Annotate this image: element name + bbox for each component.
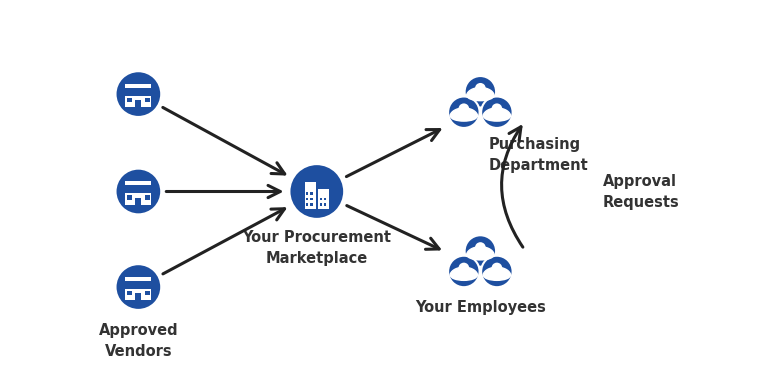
- Ellipse shape: [483, 111, 511, 122]
- Bar: [311, 203, 312, 206]
- Bar: [125, 289, 151, 300]
- Bar: [127, 98, 131, 102]
- Circle shape: [492, 263, 502, 273]
- Bar: [125, 281, 151, 283]
- Ellipse shape: [454, 269, 473, 277]
- Text: Purchasing
Department: Purchasing Department: [488, 137, 588, 173]
- Bar: [125, 88, 151, 90]
- Bar: [125, 96, 151, 107]
- Circle shape: [464, 76, 496, 108]
- Circle shape: [458, 103, 469, 114]
- Circle shape: [448, 97, 480, 128]
- Circle shape: [289, 164, 345, 219]
- Ellipse shape: [483, 271, 511, 281]
- Circle shape: [481, 256, 513, 287]
- Bar: [135, 198, 141, 205]
- Circle shape: [448, 256, 480, 287]
- Bar: [318, 189, 329, 209]
- Circle shape: [475, 83, 486, 94]
- Ellipse shape: [471, 89, 489, 98]
- Bar: [135, 293, 141, 300]
- Bar: [125, 193, 151, 205]
- Bar: [127, 291, 131, 295]
- Polygon shape: [450, 267, 478, 276]
- Circle shape: [116, 168, 162, 215]
- Bar: [306, 203, 308, 206]
- Bar: [125, 185, 151, 187]
- Circle shape: [464, 235, 496, 267]
- Circle shape: [116, 264, 162, 310]
- Ellipse shape: [467, 250, 494, 260]
- Bar: [324, 203, 326, 206]
- Bar: [145, 98, 150, 102]
- Circle shape: [481, 97, 513, 128]
- Circle shape: [492, 103, 502, 114]
- Bar: [319, 203, 321, 206]
- Polygon shape: [467, 247, 494, 255]
- Polygon shape: [467, 88, 494, 96]
- Bar: [319, 198, 321, 200]
- Polygon shape: [483, 108, 511, 117]
- Bar: [311, 192, 312, 195]
- Bar: [145, 291, 150, 295]
- FancyBboxPatch shape: [125, 277, 151, 281]
- Bar: [311, 198, 312, 200]
- Text: Your Employees: Your Employees: [415, 300, 546, 315]
- Ellipse shape: [450, 111, 478, 122]
- Circle shape: [475, 242, 486, 253]
- Bar: [324, 198, 326, 200]
- Bar: [135, 100, 141, 107]
- Polygon shape: [483, 267, 511, 276]
- Bar: [305, 182, 315, 209]
- Bar: [145, 195, 150, 200]
- FancyBboxPatch shape: [125, 84, 151, 88]
- Ellipse shape: [488, 269, 506, 277]
- Bar: [127, 195, 131, 200]
- Ellipse shape: [471, 248, 489, 257]
- Text: Approval
Requests: Approval Requests: [603, 173, 679, 210]
- Polygon shape: [450, 108, 478, 117]
- Text: Your Procurement
Marketplace: Your Procurement Marketplace: [242, 230, 391, 266]
- Circle shape: [458, 263, 469, 273]
- Ellipse shape: [450, 271, 478, 281]
- Bar: [306, 192, 308, 195]
- Ellipse shape: [467, 91, 494, 101]
- Text: Approved
Vendors: Approved Vendors: [99, 323, 178, 359]
- Ellipse shape: [454, 110, 473, 118]
- Bar: [306, 198, 308, 200]
- Circle shape: [116, 71, 162, 117]
- Ellipse shape: [488, 110, 506, 118]
- FancyBboxPatch shape: [125, 181, 151, 185]
